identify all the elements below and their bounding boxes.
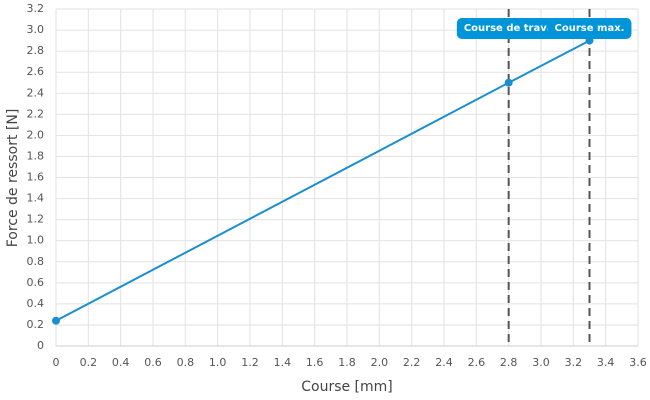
annotation-label: Course max.	[555, 23, 625, 34]
x-tick-label: 2.4	[435, 356, 453, 369]
x-tick-label: 0.8	[177, 356, 195, 369]
annotation-box	[547, 18, 632, 39]
y-tick-label: 3.0	[27, 23, 45, 36]
y-tick-label: 1.0	[27, 234, 45, 247]
x-tick-label: 3.2	[565, 356, 583, 369]
x-tick-label: 0	[53, 356, 60, 369]
y-tick-label: 3.2	[27, 2, 45, 15]
y-tick-label: 2.2	[27, 107, 45, 120]
x-tick-label: 3.6	[629, 356, 647, 369]
x-tick-label: 2.8	[500, 356, 518, 369]
y-tick-label: 2.0	[27, 128, 45, 141]
annotation: Course max.	[547, 18, 632, 39]
data-point	[504, 78, 513, 87]
x-tick-label: 2.0	[371, 356, 389, 369]
annotation-box	[456, 18, 561, 39]
x-tick-label: 2.2	[403, 356, 421, 369]
y-tick-label: 2.6	[27, 65, 45, 78]
x-tick-label: 3.0	[532, 356, 550, 369]
x-axis-title: Course [mm]	[301, 379, 393, 395]
x-tick-label: 0.4	[112, 356, 130, 369]
x-tick-label: 0.6	[144, 356, 162, 369]
y-tick-label: 1.4	[27, 192, 45, 205]
x-tick-label: 3.4	[597, 356, 615, 369]
y-tick-label: 2.4	[27, 86, 45, 99]
y-tick-label: 0	[37, 339, 44, 352]
y-tick-label: 2.8	[27, 44, 45, 57]
y-tick-label: 0.4	[27, 297, 45, 310]
data-point	[52, 316, 60, 325]
annotation: Course de trava	[456, 18, 561, 39]
x-tick-label: 0.2	[80, 356, 98, 369]
y-tick-label: 0.2	[27, 318, 45, 331]
y-axis-title: Force de ressort [N]	[5, 109, 21, 248]
x-tick-label: 1.6	[306, 356, 324, 369]
x-tick-label: 1.2	[241, 356, 259, 369]
x-tick-label: 2.6	[468, 356, 486, 369]
y-tick-label: 0.6	[27, 276, 45, 289]
x-tick-label: 1.8	[338, 356, 356, 369]
y-tick-label: 0.8	[27, 255, 45, 268]
x-tick-label: 1.0	[209, 356, 227, 369]
y-tick-label: 1.6	[27, 171, 45, 184]
y-tick-label: 1.8	[27, 149, 45, 162]
annotation-label: Course de trava	[464, 23, 554, 34]
x-tick-label: 1.4	[274, 356, 292, 369]
y-tick-label: 1.2	[27, 213, 45, 226]
